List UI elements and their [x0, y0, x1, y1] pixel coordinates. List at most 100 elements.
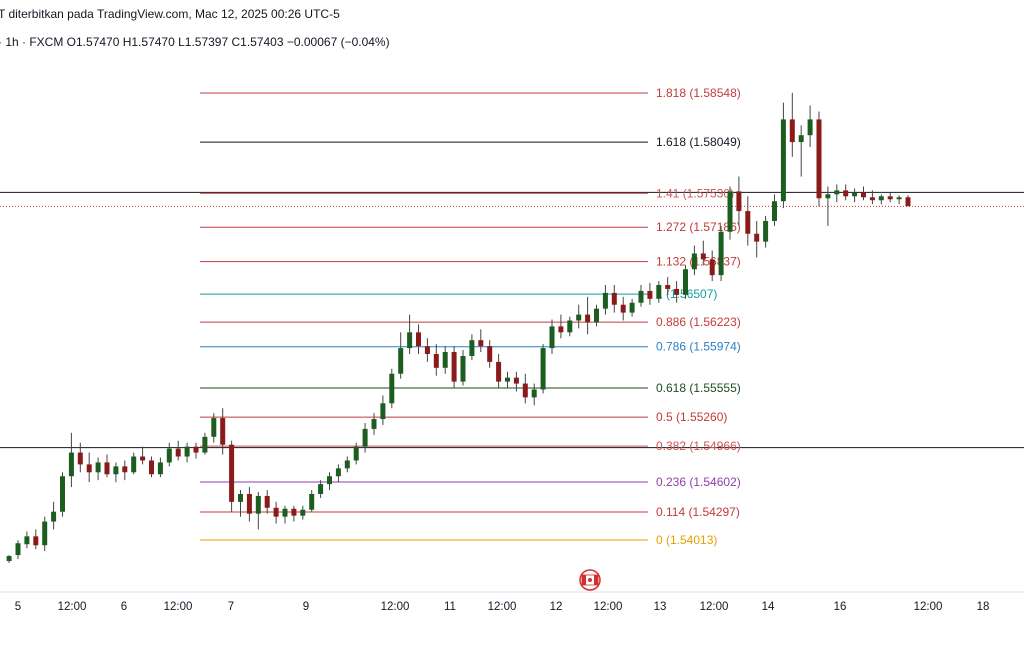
candle-body[interactable] [291, 508, 297, 516]
candle-body[interactable] [789, 119, 795, 143]
candle-body[interactable] [380, 403, 386, 420]
candle-body[interactable] [220, 418, 226, 445]
candle-body[interactable] [558, 326, 564, 333]
candle-body[interactable] [896, 197, 902, 200]
candle-body[interactable] [620, 304, 626, 313]
candle-body[interactable] [709, 259, 715, 276]
candle-body[interactable] [211, 418, 217, 437]
candle-body[interactable] [745, 211, 751, 234]
candle-body[interactable] [371, 419, 377, 429]
candle-body[interactable] [611, 292, 617, 305]
candle-body[interactable] [852, 192, 858, 197]
candle-body[interactable] [843, 190, 849, 197]
candle-body[interactable] [202, 436, 208, 453]
candle-body[interactable] [15, 543, 21, 556]
candle-body[interactable] [335, 468, 341, 477]
candle-body[interactable] [798, 135, 804, 143]
candle-body[interactable] [273, 507, 279, 517]
candle-body[interactable] [246, 493, 252, 514]
candle-body[interactable] [451, 352, 457, 382]
candle-body[interactable] [772, 201, 777, 221]
candle-body[interactable] [344, 460, 350, 469]
candle-body[interactable] [487, 346, 493, 362]
candle-body[interactable] [638, 290, 644, 303]
candle-body[interactable] [327, 476, 332, 485]
candle-body[interactable] [763, 220, 769, 242]
candle-body[interactable] [576, 314, 582, 321]
candle-body[interactable] [585, 314, 591, 323]
candle-body[interactable] [68, 452, 74, 477]
candle-body[interactable] [754, 233, 760, 242]
candle-body[interactable] [718, 231, 724, 276]
candle-body[interactable] [300, 509, 306, 516]
candle-body[interactable] [389, 373, 395, 404]
candle-body[interactable] [282, 508, 288, 517]
candle-body[interactable] [60, 476, 65, 512]
candle-body[interactable] [700, 253, 706, 260]
candle-body[interactable] [807, 119, 813, 136]
candle-body[interactable] [531, 389, 537, 398]
candle-body[interactable] [567, 320, 573, 333]
candle-body[interactable] [691, 253, 697, 270]
candle-body[interactable] [175, 448, 181, 457]
candle-body[interactable] [816, 119, 822, 199]
candle-body[interactable] [424, 346, 430, 355]
candle-body[interactable] [157, 462, 163, 475]
candle-body[interactable] [878, 196, 884, 201]
candle-body[interactable] [149, 460, 154, 475]
candle-body[interactable] [104, 462, 110, 475]
candle-body[interactable] [264, 495, 270, 508]
candle-body[interactable] [122, 466, 128, 473]
candle-body[interactable] [887, 196, 893, 200]
candle-body[interactable] [478, 340, 484, 347]
candle-body[interactable] [353, 446, 359, 461]
candle-body[interactable] [629, 302, 635, 313]
candle-body[interactable] [255, 495, 261, 514]
candle-body[interactable] [674, 288, 680, 295]
candle-body[interactable] [193, 446, 199, 453]
candle-body[interactable] [140, 456, 146, 461]
candle-body[interactable] [834, 190, 840, 195]
candle-body[interactable] [442, 352, 448, 368]
candle-body[interactable] [656, 285, 662, 299]
candle-body[interactable] [6, 556, 12, 561]
candle-body[interactable] [469, 340, 475, 356]
candle-body[interactable] [113, 466, 119, 475]
candle-body[interactable] [398, 348, 404, 374]
candle-body[interactable] [683, 269, 688, 295]
candle-body[interactable] [905, 197, 911, 207]
candle-body[interactable] [51, 511, 57, 522]
candle-body[interactable] [513, 377, 519, 384]
candle-body[interactable] [496, 361, 502, 382]
candle-body[interactable] [95, 462, 101, 473]
candle-body[interactable] [665, 285, 671, 289]
candle-body[interactable] [460, 355, 466, 382]
candle-body[interactable] [238, 493, 243, 502]
candle-body[interactable] [522, 383, 528, 398]
candle-body[interactable] [42, 521, 48, 546]
candle-body[interactable] [86, 464, 92, 473]
candle-body[interactable] [594, 308, 599, 323]
candle-body[interactable] [602, 292, 608, 309]
candle-body[interactable] [727, 191, 733, 232]
candle-body[interactable] [433, 354, 439, 368]
candle-body[interactable] [869, 197, 875, 201]
candle-body[interactable] [131, 456, 137, 473]
candle-body[interactable] [505, 377, 510, 382]
candle-body[interactable] [309, 493, 315, 510]
candle-body[interactable] [407, 332, 413, 349]
candle-body[interactable] [540, 348, 546, 390]
candle-body[interactable] [416, 332, 421, 347]
candle-body[interactable] [549, 326, 555, 349]
candle-body[interactable] [647, 290, 653, 299]
candle-body[interactable] [166, 448, 172, 463]
candle-body[interactable] [77, 452, 83, 465]
candle-body[interactable] [736, 191, 742, 212]
candle-body[interactable] [825, 194, 831, 199]
candle-body[interactable] [24, 536, 30, 545]
candle-body[interactable] [33, 536, 39, 546]
candle-body[interactable] [229, 444, 235, 502]
candle-body[interactable] [780, 119, 786, 202]
candle-body[interactable] [362, 428, 368, 447]
